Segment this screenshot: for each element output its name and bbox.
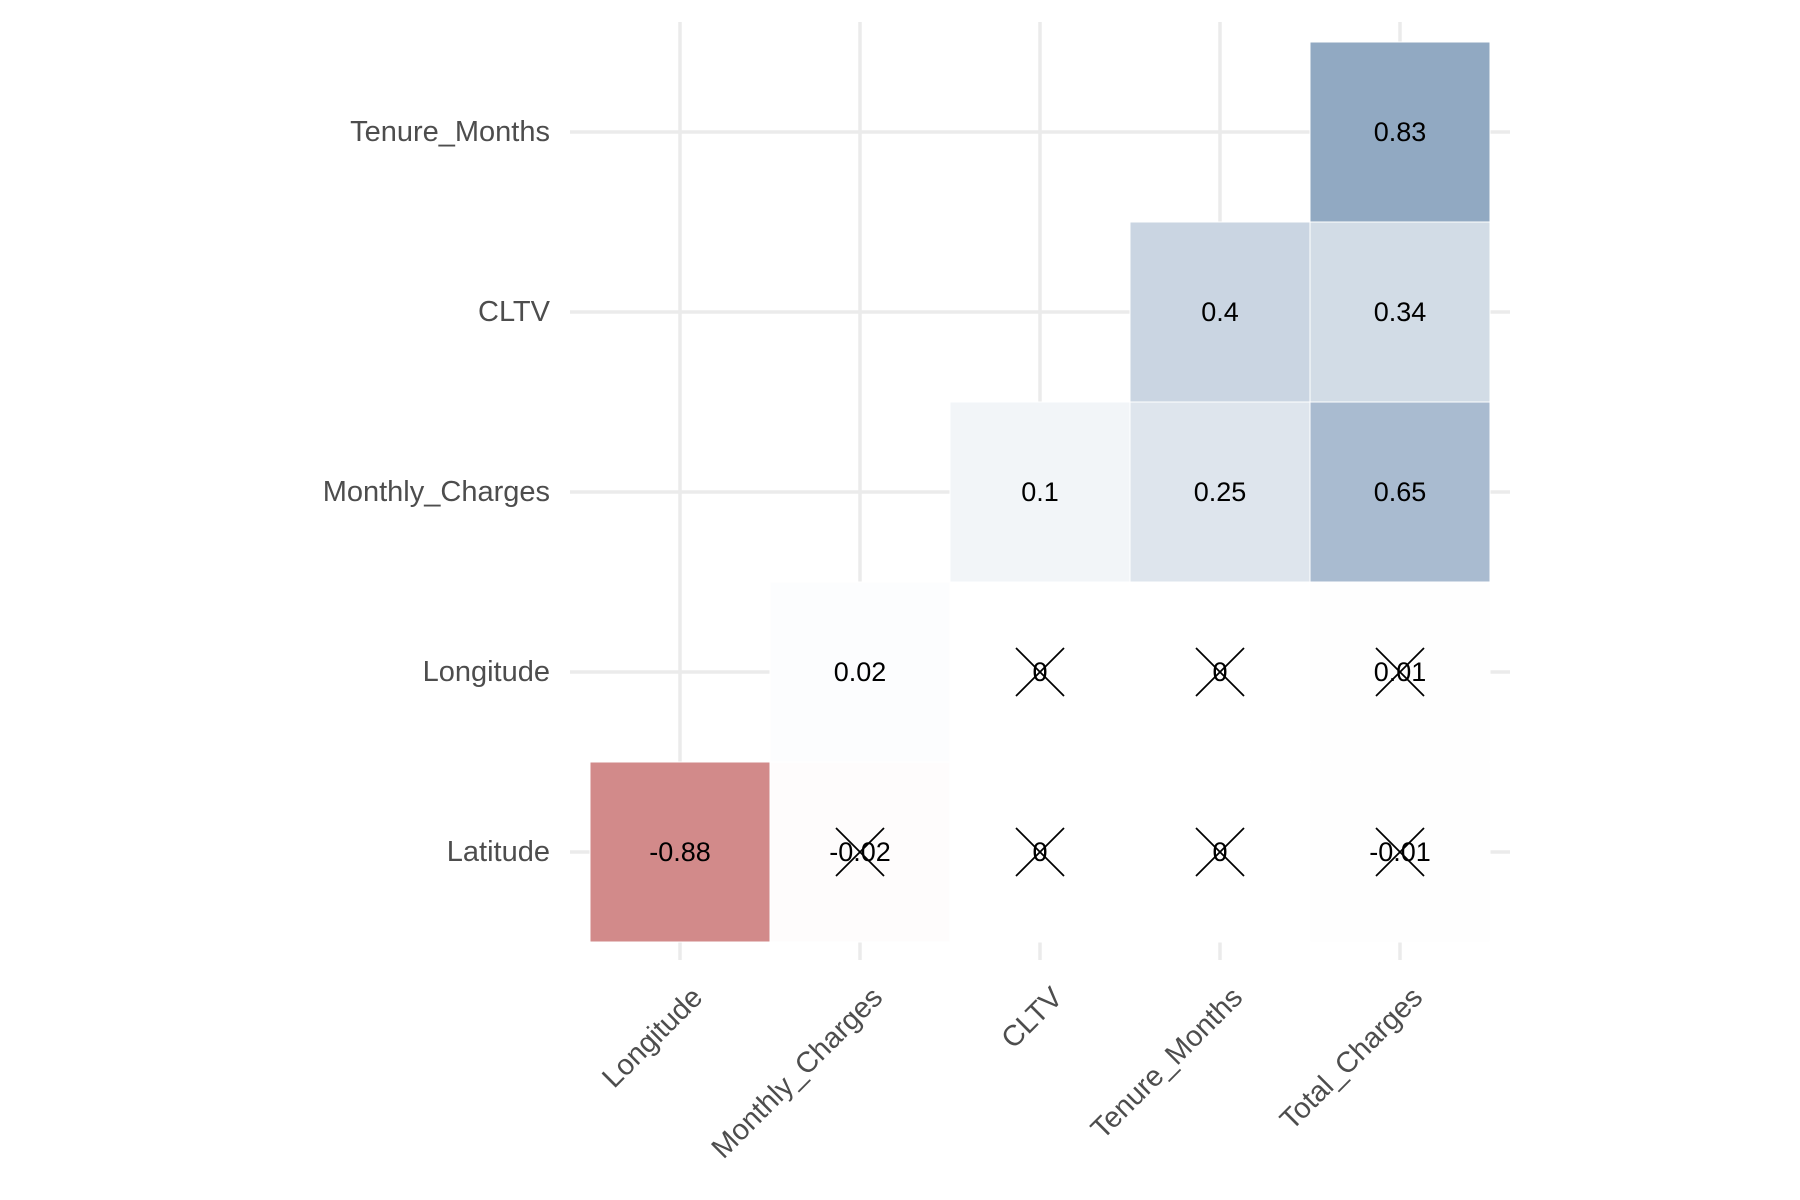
x-tick-label: Monthly_Charges <box>706 981 889 1164</box>
cell-value-label: 0.1 <box>1021 477 1059 507</box>
heatmap-cell <box>1309 41 1491 223</box>
not-significant-cross-icon <box>1195 647 1245 697</box>
heatmap-cell <box>1129 221 1311 403</box>
cell-value-label: 0.65 <box>1374 477 1427 507</box>
cell-value-label: 0.4 <box>1201 297 1239 327</box>
not-significant-cross-icon <box>1375 647 1425 697</box>
cell-value-label: 0.25 <box>1194 477 1247 507</box>
not-significant-cross-icon <box>1195 827 1245 877</box>
cell-labels: -0.88-0.0200-0.010.02000.010.10.250.650.… <box>649 117 1431 877</box>
y-tick-label: CLTV <box>478 296 551 328</box>
cell-value-label: 0.34 <box>1374 297 1427 327</box>
x-tick-label: Longitude <box>596 981 709 1094</box>
heatmap-cell <box>949 401 1131 583</box>
not-significant-cross-icon <box>1015 647 1065 697</box>
y-tick-label: Tenure_Months <box>350 116 550 148</box>
x-tick-label: Tenure_Months <box>1085 981 1249 1145</box>
heatmap-cell <box>769 581 951 763</box>
heatmap-cell <box>1309 401 1491 583</box>
not-significant-cross-icon <box>1015 827 1065 877</box>
y-tick-label: Monthly_Charges <box>323 476 550 508</box>
not-significant-cross-icon <box>1375 827 1425 877</box>
not-significant-cross-icon <box>835 827 885 877</box>
heatmap-cell <box>589 761 771 943</box>
cell-value-label: 0.02 <box>834 657 887 687</box>
cell-value-label: -0.88 <box>649 837 711 867</box>
y-tick-label: Latitude <box>447 836 550 868</box>
y-tick-label: Longitude <box>423 656 550 688</box>
x-tick-label: CLTV <box>996 981 1070 1055</box>
x-tick-label: Total_Charges <box>1274 981 1429 1136</box>
heatmap-cell <box>1129 401 1311 583</box>
cell-value-label: 0.83 <box>1374 117 1427 147</box>
